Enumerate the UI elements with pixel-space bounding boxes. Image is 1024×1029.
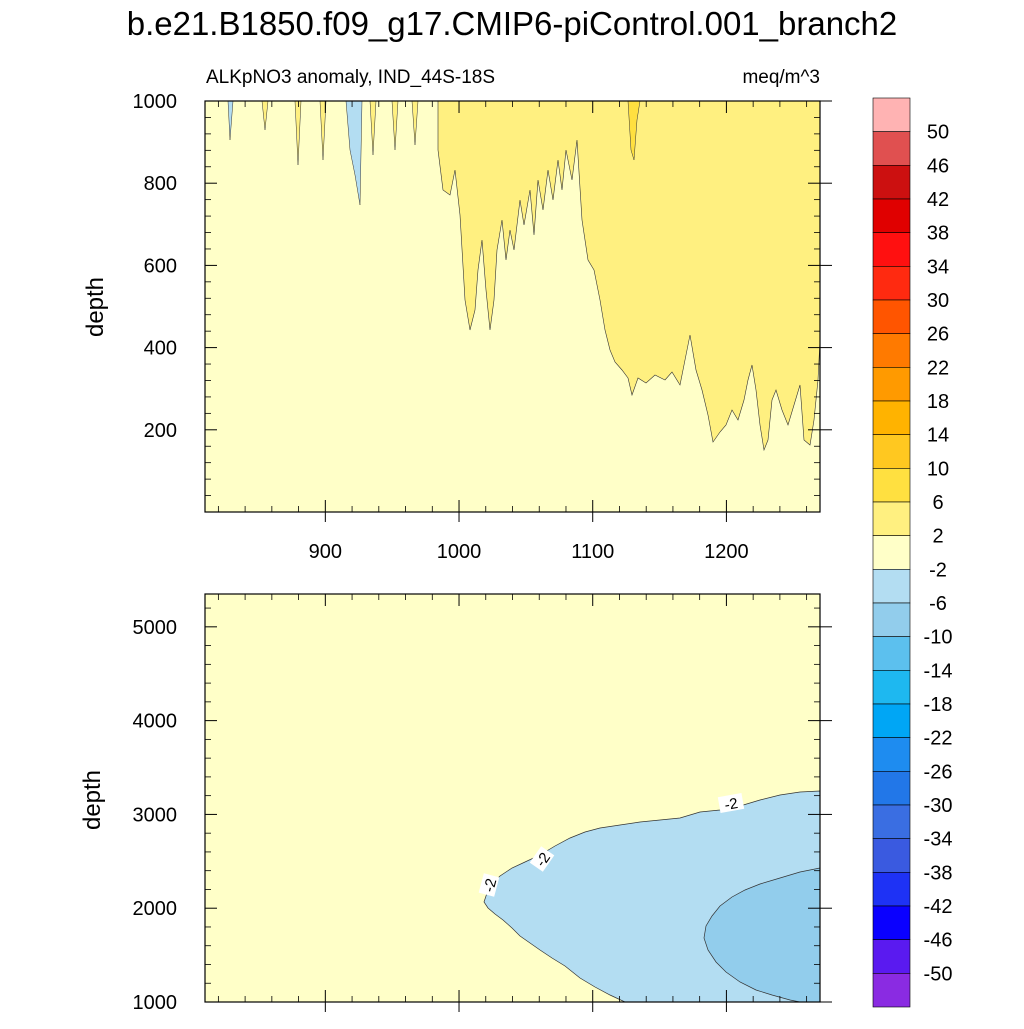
colorbar-swatch: [872, 737, 911, 772]
colorbar-swatch: [872, 973, 911, 1008]
y-tick-label: 2000: [133, 898, 178, 920]
colorbar-swatch: [872, 535, 911, 570]
y-tick-label: 4000: [133, 711, 178, 733]
upper-positive-region: [437, 100, 821, 452]
colorbar-swatch: [872, 569, 911, 604]
y-tick-label: 3000: [133, 804, 178, 826]
y-tick-label: 200: [144, 420, 177, 442]
chart-title: b.e21.B1850.f09_g17.CMIP6-piControl.001_…: [127, 5, 898, 42]
colorbar-swatch: [872, 636, 911, 671]
colorbar-swatch: [872, 367, 911, 402]
colorbar-swatch: [872, 501, 911, 536]
colorbar-swatch: [872, 299, 911, 334]
colorbar-level-label: -18: [924, 694, 953, 716]
colorbar-swatch: [872, 670, 911, 705]
lower-y-axis-label: depth: [79, 770, 106, 830]
colorbar-level-label: -30: [924, 795, 953, 817]
colorbar-swatch: [872, 198, 911, 233]
colorbar-swatch: [872, 872, 911, 907]
colorbar-level-label: -22: [924, 728, 953, 750]
colorbar-swatch: [872, 838, 911, 873]
colorbar-level-label: 2: [932, 526, 943, 548]
colorbar-level-label: 34: [927, 256, 949, 278]
colorbar-level-label: -46: [924, 930, 953, 952]
colorbar-level-label: 14: [927, 425, 949, 447]
colorbar-level-label: -42: [924, 896, 953, 918]
contour-label-1: -2: [717, 793, 745, 814]
colorbar-level-label: 22: [927, 357, 949, 379]
colorbar-swatch: [872, 400, 911, 435]
colorbar-level-label: 50: [927, 122, 949, 144]
y-tick-label: 1000: [133, 992, 178, 1014]
colorbar-swatch: [872, 232, 911, 267]
colorbar-level-label: 6: [932, 492, 943, 514]
colorbar-level-label: -34: [924, 829, 953, 851]
colorbar-level-label: 26: [927, 324, 949, 346]
colorbar-swatch: [872, 905, 911, 940]
colorbar-level-label: -50: [924, 963, 953, 985]
y-tick-label: 800: [144, 173, 177, 195]
chart-subtitle-left: ALKpNO3 anomaly, IND_44S-18S: [206, 67, 495, 88]
y-tick-label: 600: [144, 255, 177, 277]
colorbar-swatch: [872, 939, 911, 974]
upper-panel: 900 1000 1100 1200 200 400 600 800 1000 depth: [82, 91, 832, 563]
colorbar-swatch: [872, 131, 911, 166]
colorbar-level-label: -14: [924, 660, 953, 682]
lower-panel: 1000 2000 3000 4000 5000 -2 -2 -2 depth: [79, 593, 832, 1014]
upper-y-axis-label: depth: [82, 277, 109, 337]
upper-axis-ticks: 900 1000 1100 1200 200 400 600 800 1000: [133, 91, 832, 563]
colorbar-level-label: 10: [927, 458, 949, 480]
x-tick-label: 900: [309, 541, 342, 563]
colorbar-level-label: -2: [929, 559, 947, 581]
colorbar-level-label: 46: [927, 155, 949, 177]
svg-text:-2: -2: [723, 795, 739, 814]
x-tick-label: 1000: [437, 541, 482, 563]
colorbar-swatch: [872, 468, 911, 503]
colorbar-swatch: [872, 97, 911, 132]
colorbar-swatch: [872, 165, 911, 200]
y-tick-label: 400: [144, 338, 177, 360]
y-tick-label: 1000: [133, 91, 178, 113]
colorbar-swatch: [872, 333, 911, 368]
colorbar-swatch: [872, 703, 911, 738]
colorbar-level-label: -38: [924, 862, 953, 884]
colorbar-level-label: 18: [927, 391, 949, 413]
svg-text:-2: -2: [481, 877, 501, 894]
x-tick-label: 1100: [571, 541, 614, 563]
colorbar-level-label: 30: [927, 290, 949, 312]
colorbar-swatch: [872, 602, 911, 637]
colorbar-swatch: [872, 771, 911, 806]
lower-axis-ticks: 1000 2000 3000 4000 5000: [133, 594, 832, 1014]
y-tick-label: 5000: [133, 617, 178, 639]
colorbar-level-label: -26: [924, 761, 953, 783]
lower-core-region: [703, 867, 821, 1003]
colorbar-swatch: [872, 804, 911, 839]
colorbar-swatch: [872, 434, 911, 469]
colorbar-level-label: 38: [927, 223, 949, 245]
contour-label-3: -2: [478, 873, 501, 897]
colorbar-level-label: -6: [929, 593, 947, 615]
contour-label-2: -2: [529, 846, 555, 872]
colorbar-swatch: [872, 266, 911, 301]
colorbar: 50 46 42 38 34 30 26 22 18 14 10 6 2 -2 -6 -10 -14 -18 -22…: [872, 97, 953, 1008]
x-tick-label: 1200: [704, 541, 749, 563]
colorbar-level-label: -10: [924, 627, 953, 649]
colorbar-level-label: 42: [927, 189, 949, 211]
chart-units: meq/m^3: [742, 67, 820, 88]
